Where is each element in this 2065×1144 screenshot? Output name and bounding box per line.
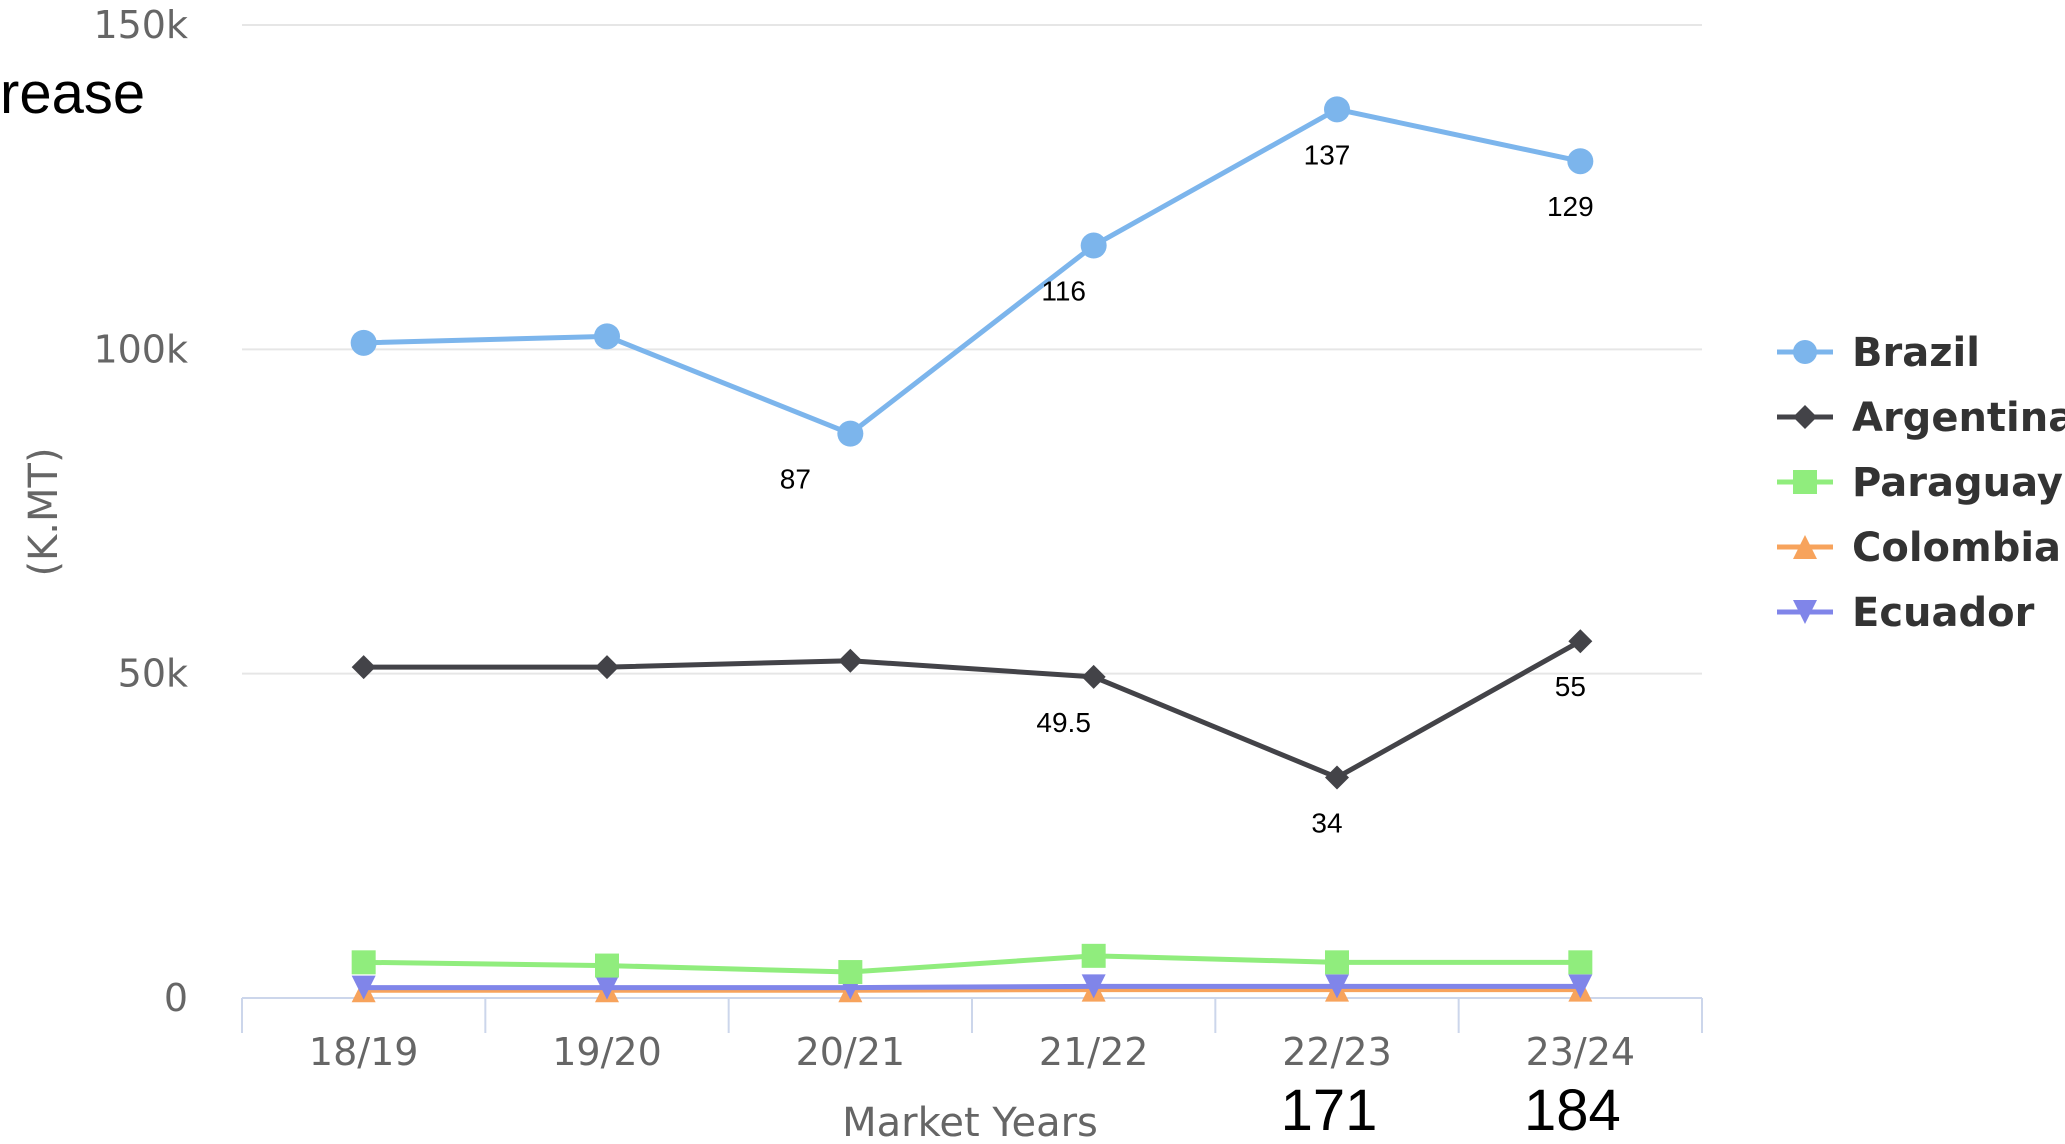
legend-item-ecuador[interactable]: Ecuador <box>1777 590 2035 636</box>
data-label-brazil-22-23: 137 <box>1304 139 1351 170</box>
series-argentina <box>351 629 1593 790</box>
point-paraguay-22-23 <box>1325 950 1349 975</box>
x-tick-label-23-24: 23/24 <box>1526 1030 1636 1074</box>
point-ecuador-18-19 <box>351 975 376 1000</box>
series-line-ecuador <box>363 983 1581 991</box>
series-ecuador <box>351 974 1593 1000</box>
data-label-argentina-22-23: 34 <box>1311 807 1342 838</box>
legend-item-colombia[interactable]: Colombia <box>1777 525 2061 571</box>
point-argentina-22-23 <box>1325 765 1349 790</box>
x-tick-label-19-20: 19/20 <box>552 1030 662 1074</box>
legend-label-colombia: Colombia <box>1852 525 2061 571</box>
series-paraguay <box>351 943 1593 985</box>
series-brazil <box>350 96 1594 447</box>
point-brazil-21-22 <box>1080 232 1107 259</box>
data-label-brazil-23-24: 129 <box>1547 191 1594 222</box>
point-paraguay-18-19 <box>351 950 376 975</box>
series-line-paraguay <box>363 953 1581 975</box>
point-argentina-20-21 <box>838 648 863 673</box>
grid-lines <box>242 24 1702 675</box>
series-layer <box>350 96 1594 1003</box>
totals-overlay: 171 184 <box>1281 1078 1621 1143</box>
point-paraguay-19-20 <box>595 953 619 978</box>
point-ecuador-22-23 <box>1325 974 1349 999</box>
point-argentina-23-24 <box>1568 629 1593 654</box>
x-tick-label-21-22: 21/22 <box>1039 1030 1149 1074</box>
point-ecuador-19-20 <box>595 975 619 1000</box>
legend-label-argentina: Argentina <box>1852 395 2065 441</box>
legend-label-ecuador: Ecuador <box>1852 590 2035 636</box>
x-axis-title: Market Years <box>842 1100 1098 1144</box>
x-tick-label-20-21: 20/21 <box>796 1030 906 1074</box>
point-paraguay-20-21 <box>838 960 863 985</box>
data-label-argentina-21-22: 49.5 <box>1036 707 1091 738</box>
point-paraguay-21-22 <box>1081 943 1106 968</box>
point-brazil-18-19 <box>350 329 377 356</box>
x-axis: 0 50k 100k 150k 18/19 19/20 20/21 21/22 22/23 23/… <box>93 3 1703 1074</box>
legend-item-paraguay[interactable]: Paraguay <box>1777 460 2063 506</box>
data-label-brazil-21-22: 116 <box>1041 276 1086 307</box>
legend-symbol-colombia <box>1793 535 1817 559</box>
legend-label-brazil: Brazil <box>1852 330 1980 376</box>
point-argentina-19-20 <box>595 655 619 680</box>
total-23-24: 184 <box>1524 1078 1621 1143</box>
x-tick-label-22-23: 22/23 <box>1282 1030 1392 1074</box>
point-argentina-18-19 <box>351 655 376 680</box>
total-22-23: 171 <box>1281 1078 1378 1143</box>
point-brazil-22-23 <box>1324 96 1350 123</box>
data-labels: 87 116 137 129 49.5 34 55 <box>780 139 1594 838</box>
legend-symbol-argentina <box>1793 405 1817 429</box>
y-tick-label: 0 <box>164 976 188 1020</box>
legend-item-argentina[interactable]: Argentina <box>1777 395 2065 441</box>
legend: Brazil Argentina Paraguay Colombia Ecuador <box>1777 330 2065 636</box>
legend-symbol-brazil <box>1793 340 1817 364</box>
point-ecuador-23-24 <box>1568 974 1593 999</box>
y-tick-label: 100k <box>93 327 188 371</box>
series-line-brazil <box>363 106 1581 437</box>
point-ecuador-21-22 <box>1081 974 1106 999</box>
point-brazil-19-20 <box>594 323 620 350</box>
series-colombia <box>351 977 1593 1003</box>
legend-symbol-ecuador <box>1793 600 1817 624</box>
x-tick-label-18-19: 18/19 <box>309 1030 419 1074</box>
point-paraguay-23-24 <box>1568 950 1593 975</box>
y-tick-label: 150k <box>93 3 188 47</box>
data-label-brazil-20-21: 87 <box>780 464 811 495</box>
legend-symbol-paraguay <box>1793 470 1817 494</box>
legend-label-paraguay: Paraguay <box>1852 460 2063 506</box>
series-line-argentina <box>363 639 1582 780</box>
y-axis-title: (K.MT) <box>21 447 67 576</box>
point-brazil-20-21 <box>837 420 864 447</box>
point-argentina-21-22 <box>1081 664 1106 689</box>
point-brazil-23-24 <box>1567 148 1594 175</box>
y-tick-label: 50k <box>118 652 188 696</box>
legend-item-brazil[interactable]: Brazil <box>1777 330 1980 376</box>
partial-heading: rease <box>0 61 145 126</box>
data-label-argentina-23-24: 55 <box>1555 671 1586 702</box>
series-line-colombia <box>363 987 1581 993</box>
